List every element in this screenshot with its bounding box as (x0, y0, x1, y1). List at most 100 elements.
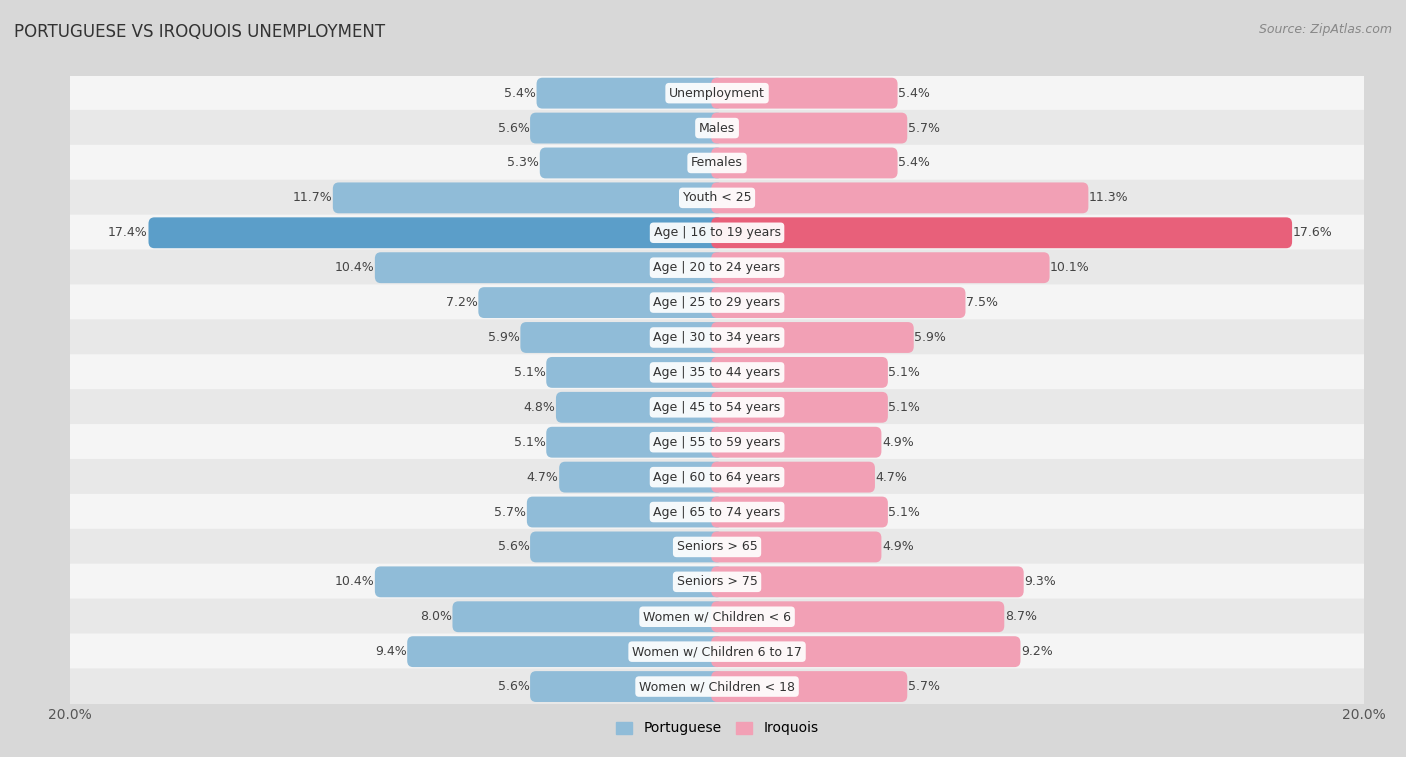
FancyBboxPatch shape (711, 357, 887, 388)
Text: 8.7%: 8.7% (1005, 610, 1036, 623)
Text: 7.5%: 7.5% (966, 296, 998, 309)
Text: 5.6%: 5.6% (498, 540, 530, 553)
FancyBboxPatch shape (711, 531, 882, 562)
FancyBboxPatch shape (711, 427, 882, 458)
FancyBboxPatch shape (70, 179, 1364, 216)
Text: Source: ZipAtlas.com: Source: ZipAtlas.com (1258, 23, 1392, 36)
FancyBboxPatch shape (70, 319, 1364, 356)
Text: 5.1%: 5.1% (513, 436, 546, 449)
FancyBboxPatch shape (711, 497, 887, 528)
Text: 5.6%: 5.6% (498, 122, 530, 135)
FancyBboxPatch shape (711, 78, 897, 108)
FancyBboxPatch shape (70, 389, 1364, 425)
Text: Age | 16 to 19 years: Age | 16 to 19 years (654, 226, 780, 239)
FancyBboxPatch shape (530, 671, 723, 702)
Text: Age | 30 to 34 years: Age | 30 to 34 years (654, 331, 780, 344)
FancyBboxPatch shape (375, 566, 723, 597)
Text: Age | 35 to 44 years: Age | 35 to 44 years (654, 366, 780, 379)
FancyBboxPatch shape (711, 671, 907, 702)
Text: Women w/ Children 6 to 17: Women w/ Children 6 to 17 (633, 645, 801, 658)
Text: Seniors > 65: Seniors > 65 (676, 540, 758, 553)
FancyBboxPatch shape (711, 636, 1021, 667)
Text: 8.0%: 8.0% (420, 610, 451, 623)
FancyBboxPatch shape (375, 252, 723, 283)
FancyBboxPatch shape (70, 354, 1364, 391)
Text: 5.9%: 5.9% (488, 331, 520, 344)
FancyBboxPatch shape (530, 531, 723, 562)
Text: 4.7%: 4.7% (527, 471, 558, 484)
Text: Women w/ Children < 18: Women w/ Children < 18 (640, 680, 794, 693)
Text: 5.1%: 5.1% (889, 506, 921, 519)
FancyBboxPatch shape (711, 113, 907, 144)
FancyBboxPatch shape (70, 564, 1364, 600)
Text: 5.7%: 5.7% (908, 122, 939, 135)
FancyBboxPatch shape (711, 322, 914, 353)
FancyBboxPatch shape (560, 462, 723, 493)
Text: 10.4%: 10.4% (335, 261, 374, 274)
Text: Women w/ Children < 6: Women w/ Children < 6 (643, 610, 792, 623)
FancyBboxPatch shape (149, 217, 723, 248)
Text: Age | 20 to 24 years: Age | 20 to 24 years (654, 261, 780, 274)
Text: Age | 55 to 59 years: Age | 55 to 59 years (654, 436, 780, 449)
Text: Seniors > 75: Seniors > 75 (676, 575, 758, 588)
FancyBboxPatch shape (70, 250, 1364, 286)
FancyBboxPatch shape (478, 287, 723, 318)
FancyBboxPatch shape (70, 599, 1364, 635)
FancyBboxPatch shape (408, 636, 723, 667)
FancyBboxPatch shape (70, 494, 1364, 530)
FancyBboxPatch shape (453, 601, 723, 632)
Text: Females: Females (692, 157, 742, 170)
FancyBboxPatch shape (70, 668, 1364, 705)
FancyBboxPatch shape (530, 113, 723, 144)
Text: 7.2%: 7.2% (446, 296, 478, 309)
Text: 17.6%: 17.6% (1292, 226, 1333, 239)
FancyBboxPatch shape (711, 601, 1004, 632)
FancyBboxPatch shape (711, 182, 1088, 213)
FancyBboxPatch shape (520, 322, 723, 353)
FancyBboxPatch shape (555, 392, 723, 422)
Text: 5.4%: 5.4% (505, 86, 536, 100)
FancyBboxPatch shape (711, 217, 1292, 248)
Text: Unemployment: Unemployment (669, 86, 765, 100)
FancyBboxPatch shape (540, 148, 723, 179)
FancyBboxPatch shape (711, 392, 887, 422)
Text: 10.1%: 10.1% (1050, 261, 1090, 274)
FancyBboxPatch shape (70, 285, 1364, 321)
FancyBboxPatch shape (711, 462, 875, 493)
Text: 5.7%: 5.7% (908, 680, 939, 693)
Text: 9.4%: 9.4% (375, 645, 406, 658)
Text: Age | 65 to 74 years: Age | 65 to 74 years (654, 506, 780, 519)
Text: 11.7%: 11.7% (292, 192, 332, 204)
Text: 5.1%: 5.1% (889, 400, 921, 414)
Text: 9.3%: 9.3% (1024, 575, 1056, 588)
Text: 9.2%: 9.2% (1021, 645, 1053, 658)
FancyBboxPatch shape (333, 182, 723, 213)
Text: 10.4%: 10.4% (335, 575, 374, 588)
FancyBboxPatch shape (711, 148, 897, 179)
Text: 4.7%: 4.7% (876, 471, 907, 484)
Text: 4.9%: 4.9% (882, 540, 914, 553)
FancyBboxPatch shape (711, 252, 1049, 283)
Text: 17.4%: 17.4% (108, 226, 148, 239)
FancyBboxPatch shape (537, 78, 723, 108)
Text: Males: Males (699, 122, 735, 135)
Text: 5.1%: 5.1% (513, 366, 546, 379)
Text: 5.4%: 5.4% (898, 157, 929, 170)
FancyBboxPatch shape (70, 634, 1364, 670)
Text: 5.6%: 5.6% (498, 680, 530, 693)
FancyBboxPatch shape (70, 75, 1364, 111)
Text: Age | 60 to 64 years: Age | 60 to 64 years (654, 471, 780, 484)
Text: 5.7%: 5.7% (495, 506, 526, 519)
FancyBboxPatch shape (547, 357, 723, 388)
Text: 4.9%: 4.9% (882, 436, 914, 449)
FancyBboxPatch shape (70, 145, 1364, 181)
Text: 5.1%: 5.1% (889, 366, 921, 379)
Text: Age | 45 to 54 years: Age | 45 to 54 years (654, 400, 780, 414)
FancyBboxPatch shape (70, 110, 1364, 146)
FancyBboxPatch shape (711, 287, 966, 318)
Text: 5.4%: 5.4% (898, 86, 929, 100)
Text: 5.3%: 5.3% (508, 157, 538, 170)
FancyBboxPatch shape (70, 215, 1364, 251)
FancyBboxPatch shape (70, 459, 1364, 495)
FancyBboxPatch shape (527, 497, 723, 528)
